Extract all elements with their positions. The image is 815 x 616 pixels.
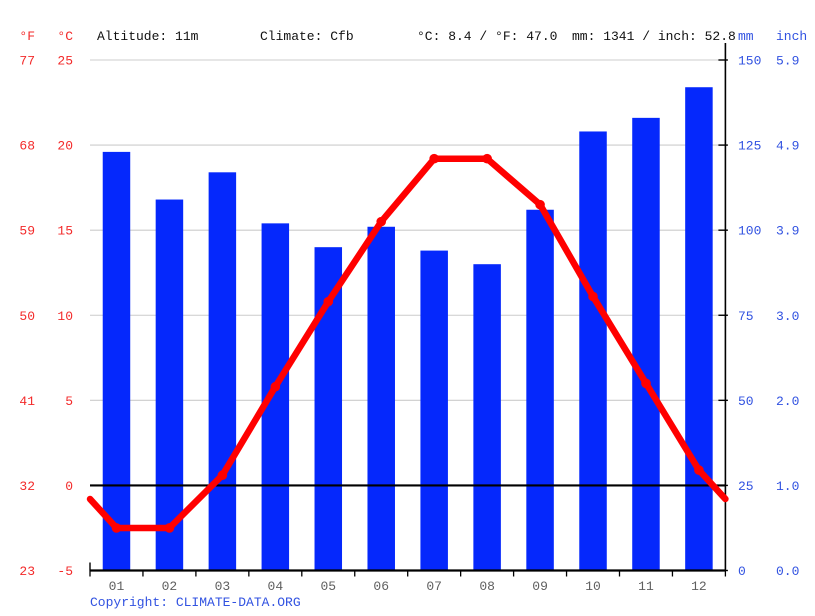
mm-tick-label: 100: [738, 224, 761, 239]
precip-bar: [632, 117, 660, 571]
precip-bar: [155, 199, 184, 571]
copyright-site-link[interactable]: CLIMATE-DATA.ORG: [176, 595, 301, 610]
temp-point: [164, 523, 175, 533]
copyright-line: Copyright: CLIMATE-DATA.ORG: [90, 595, 301, 610]
celsius-tick-label: 15: [57, 224, 73, 239]
fahrenheit-tick-label: 50: [19, 309, 35, 324]
month-tick-label: 02: [162, 579, 178, 594]
fahrenheit-tick-label: 23: [19, 564, 35, 579]
precip-bar: [473, 264, 501, 571]
celsius-tick-label: 20: [57, 139, 73, 154]
temp-point: [111, 523, 122, 533]
month-tick-label: 05: [320, 579, 336, 594]
month-tick-label: 06: [373, 579, 389, 594]
temp-point: [641, 378, 651, 389]
copyright-prefix: Copyright:: [90, 595, 176, 610]
mm-tick-label: 50: [738, 394, 754, 409]
precip-bar: [102, 151, 131, 571]
month-tick-label: 04: [268, 579, 284, 594]
inch-tick-label: 1.0: [776, 479, 799, 494]
inch-tick-label: 3.0: [776, 309, 799, 324]
temperature-line-layer: [86, 153, 729, 533]
mm-tick-label: 25: [738, 479, 754, 494]
axes-layer: [89, 43, 728, 577]
celsius-tick-label: 5: [65, 394, 73, 409]
tick-labels-layer: 77 25 68 20 59 15 50 10 41 5 32 0 23 -5 150 5.9 125 4.9 10…: [19, 54, 799, 595]
precip-bar: [420, 250, 448, 571]
celsius-tick-label: -5: [57, 564, 73, 579]
climate-classification-info: Climate: Cfb: [260, 29, 354, 44]
celsius-tick-label: 25: [57, 54, 73, 69]
gridline-layer: [90, 59, 726, 401]
precip-bar: [526, 209, 554, 571]
month-tick-label: 03: [215, 579, 231, 594]
celsius-tick-label: 0: [65, 479, 73, 494]
inch-tick-label: 3.9: [776, 224, 799, 239]
month-tick-label: 07: [426, 579, 442, 594]
precip-bar: [208, 172, 237, 571]
month-tick-label: 08: [479, 579, 495, 594]
inch-tick-label: 5.9: [776, 54, 799, 69]
temp-point: [482, 153, 492, 164]
mm-tick-label: 150: [738, 54, 761, 69]
temp-point: [217, 470, 228, 481]
temp-point: [270, 381, 281, 392]
celsius-tick-label: 10: [57, 309, 73, 324]
fahrenheit-tick-label: 77: [19, 54, 35, 69]
temperature-line: [86, 155, 729, 532]
month-tick-label: 11: [638, 579, 654, 594]
celsius-axis-header: °C: [57, 29, 73, 44]
temp-point: [323, 296, 334, 307]
month-tick-label: 01: [109, 579, 125, 594]
precipitation-bars-layer: [102, 87, 713, 571]
avg-temperature-info: °C: 8.4 / °F: 47.0: [417, 29, 557, 44]
temp-point: [535, 199, 545, 210]
altitude-info: Altitude: 11m: [97, 29, 199, 44]
month-tick-label: 10: [585, 579, 601, 594]
inch-tick-label: 0.0: [776, 564, 799, 579]
mm-axis-header: mm: [738, 29, 754, 44]
fahrenheit-tick-label: 68: [19, 139, 35, 154]
fahrenheit-tick-label: 41: [19, 394, 35, 409]
fahrenheit-tick-label: 32: [19, 479, 35, 494]
temp-point: [429, 153, 439, 164]
inch-tick-label: 4.9: [776, 139, 799, 154]
inch-axis-header: inch: [776, 29, 807, 44]
month-tick-label: 12: [691, 579, 707, 594]
mm-tick-label: 75: [738, 309, 754, 324]
temp-point: [376, 216, 387, 227]
precip-bar: [314, 247, 343, 571]
mm-tick-label: 125: [738, 139, 761, 154]
temp-point: [588, 291, 598, 302]
month-tick-label: 09: [532, 579, 548, 594]
fahrenheit-axis-header: °F: [19, 29, 35, 44]
temp-point: [694, 465, 704, 475]
inch-tick-label: 2.0: [776, 394, 799, 409]
precip-bar: [685, 87, 713, 571]
precip-bar: [579, 131, 607, 571]
fahrenheit-tick-label: 59: [19, 224, 35, 239]
precip-bar: [367, 226, 395, 571]
mm-tick-label: 0: [738, 564, 746, 579]
annual-precipitation-info: mm: 1341 / inch: 52.8: [572, 29, 736, 44]
